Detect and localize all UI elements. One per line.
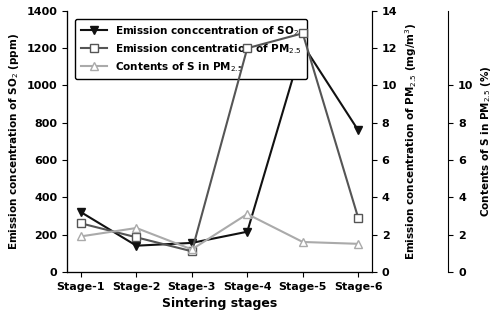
Line: Emission concentration of PM$_{2.5}$: Emission concentration of PM$_{2.5}$ xyxy=(77,29,362,256)
Y-axis label: Emission concentration of SO$_2$ (ppm): Emission concentration of SO$_2$ (ppm) xyxy=(7,33,21,250)
X-axis label: Sintering stages: Sintering stages xyxy=(162,297,277,310)
Emission concentration of PM$_{2.5}$ xyxy=(134,236,140,239)
Emission conccentration of SO$_2$ xyxy=(355,128,361,132)
Contents of S in PM$_{2.5}$ xyxy=(189,248,195,251)
Line: Contents of S in PM$_{2.5}$: Contents of S in PM$_{2.5}$ xyxy=(77,210,362,254)
Y-axis label: Contents of S in PM$_{2.5}$ (%): Contents of S in PM$_{2.5}$ (%) xyxy=(479,66,493,217)
Y-axis label: Emission concentration of PM$_{2.5}$ (mg/m$^3$): Emission concentration of PM$_{2.5}$ (mg… xyxy=(403,23,418,260)
Contents of S in PM$_{2.5}$ xyxy=(134,226,140,230)
Emission concentration of PM$_{2.5}$ xyxy=(300,31,306,35)
Emission concentration of PM$_{2.5}$ xyxy=(189,249,195,253)
Emission conccentration of SO$_2$ xyxy=(300,42,306,46)
Emission concentration of PM$_{2.5}$ xyxy=(78,222,84,225)
Legend: Emission conccentration of SO$_2$, Emission concentration of PM$_{2.5}$, Content: Emission conccentration of SO$_2$, Emiss… xyxy=(76,19,306,79)
Contents of S in PM$_{2.5}$ xyxy=(355,242,361,246)
Contents of S in PM$_{2.5}$ xyxy=(244,212,250,216)
Emission conccentration of SO$_2$ xyxy=(78,210,84,214)
Contents of S in PM$_{2.5}$ xyxy=(78,235,84,238)
Emission concentration of PM$_{2.5}$ xyxy=(355,216,361,220)
Emission conccentration of SO$_2$ xyxy=(244,230,250,234)
Contents of S in PM$_{2.5}$ xyxy=(300,240,306,244)
Emission conccentration of SO$_2$ xyxy=(189,241,195,245)
Line: Emission conccentration of SO$_2$: Emission conccentration of SO$_2$ xyxy=(77,40,362,250)
Emission concentration of PM$_{2.5}$ xyxy=(244,46,250,50)
Emission conccentration of SO$_2$ xyxy=(134,244,140,248)
